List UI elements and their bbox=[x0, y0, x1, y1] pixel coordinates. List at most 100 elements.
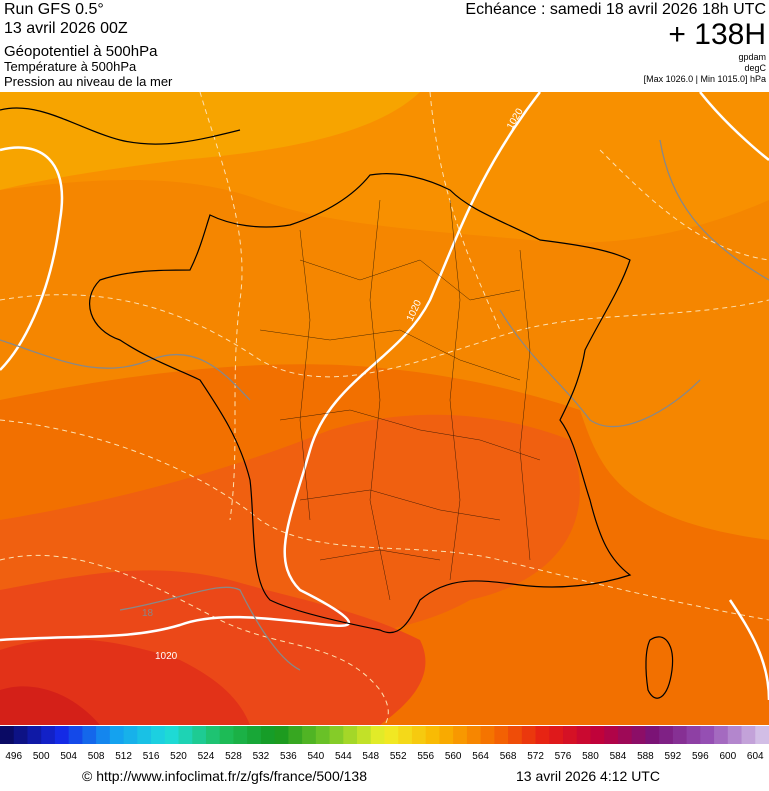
colorbar-label: 504 bbox=[60, 751, 77, 762]
color-swatch bbox=[109, 726, 125, 744]
color-swatch bbox=[219, 726, 234, 744]
forecast-time: Echéance : samedi 18 avril 2026 18h UTC bbox=[465, 1, 766, 18]
color-swatch bbox=[453, 726, 468, 744]
color-swatch bbox=[727, 726, 743, 744]
color-swatch bbox=[714, 726, 729, 744]
color-swatch bbox=[0, 726, 15, 744]
colorbar-label: 552 bbox=[390, 751, 407, 762]
color-swatch bbox=[590, 726, 605, 744]
colorbar-label: 516 bbox=[143, 751, 160, 762]
footer-url: © http://www.infoclimat.fr/z/gfs/france/… bbox=[82, 768, 367, 784]
color-swatch bbox=[480, 726, 495, 744]
color-swatch bbox=[508, 726, 523, 744]
color-swatch bbox=[123, 726, 138, 744]
colorbar-label: 536 bbox=[280, 751, 297, 762]
colorbar-label: 544 bbox=[335, 751, 352, 762]
isobar-label: 1020 bbox=[155, 651, 178, 662]
color-swatch bbox=[370, 726, 385, 744]
color-swatch bbox=[329, 726, 344, 744]
color-swatch bbox=[425, 726, 440, 744]
colorbar-label: 496 bbox=[5, 751, 22, 762]
color-swatch bbox=[13, 726, 28, 744]
field-band bbox=[0, 92, 420, 190]
color-swatch bbox=[645, 726, 660, 744]
color-swatch bbox=[164, 726, 180, 744]
colorbar-label: 576 bbox=[555, 751, 572, 762]
colorbar-label: 588 bbox=[637, 751, 654, 762]
isobars bbox=[0, 92, 769, 701]
temp-title: Température à 500hPa bbox=[4, 59, 137, 74]
color-swatch bbox=[617, 726, 633, 744]
footer-stamp: 13 avril 2026 4:12 UTC bbox=[516, 768, 660, 784]
color-swatch bbox=[41, 726, 56, 744]
color-swatch bbox=[260, 726, 276, 744]
map: 1020 1020 1020 18 bbox=[0, 92, 769, 725]
color-swatch bbox=[439, 726, 454, 744]
color-swatch bbox=[288, 726, 303, 744]
colorbar-label: 500 bbox=[33, 751, 50, 762]
colorbar: 496 500 504 508 512 516 520 524 528 532 536 540 544 5… bbox=[0, 726, 769, 762]
colorbar-label: 584 bbox=[610, 751, 627, 762]
run-date: 13 avril 2026 00Z bbox=[4, 20, 128, 37]
colorbar-label: 520 bbox=[170, 751, 187, 762]
color-swatch bbox=[137, 726, 152, 744]
colorbar-label: 600 bbox=[719, 751, 736, 762]
colorbar-label: 524 bbox=[198, 751, 215, 762]
unit-temp: degC bbox=[744, 63, 766, 73]
colorbar-label: 604 bbox=[747, 751, 764, 762]
colorbar-label: 548 bbox=[362, 751, 379, 762]
field-band bbox=[0, 686, 100, 725]
color-swatch bbox=[686, 726, 701, 744]
color-swatch bbox=[411, 726, 427, 744]
colorbar-label: 556 bbox=[417, 751, 434, 762]
color-swatch bbox=[82, 726, 97, 744]
color-swatch bbox=[151, 726, 166, 744]
color-swatch bbox=[659, 726, 674, 744]
color-swatch bbox=[27, 726, 42, 744]
color-swatch bbox=[233, 726, 248, 744]
color-swatch bbox=[54, 726, 70, 744]
color-swatch bbox=[178, 726, 193, 744]
color-swatch bbox=[315, 726, 331, 744]
isotherms bbox=[0, 92, 769, 725]
color-swatch bbox=[494, 726, 509, 744]
field-title: Géopotentiel à 500hPa bbox=[4, 43, 158, 60]
colorbar-label: 528 bbox=[225, 751, 242, 762]
pressure-range: [Max 1026.0 | Min 1015.0] hPa bbox=[644, 74, 766, 84]
color-swatch bbox=[384, 726, 399, 744]
color-swatch bbox=[302, 726, 317, 744]
color-swatch bbox=[563, 726, 578, 744]
colorbar-label: 564 bbox=[472, 751, 489, 762]
color-swatch bbox=[68, 726, 83, 744]
unit-geo: gpdam bbox=[738, 52, 766, 62]
color-swatch bbox=[96, 726, 111, 744]
colorbar-label: 512 bbox=[115, 751, 132, 762]
colorbar-label: 508 bbox=[88, 751, 105, 762]
colorbar-label: 532 bbox=[253, 751, 270, 762]
color-swatch bbox=[549, 726, 564, 744]
color-swatch bbox=[700, 726, 715, 744]
color-swatch bbox=[672, 726, 688, 744]
color-swatch bbox=[357, 726, 372, 744]
color-swatch bbox=[521, 726, 537, 744]
color-swatch bbox=[755, 726, 769, 744]
color-swatch bbox=[247, 726, 262, 744]
pressure-title: Pression au niveau de la mer bbox=[4, 74, 173, 89]
color-swatch bbox=[192, 726, 207, 744]
colorbar-label: 572 bbox=[527, 751, 544, 762]
color-swatch bbox=[343, 726, 358, 744]
run-title: Run GFS 0.5° bbox=[4, 1, 104, 18]
isotherm-label: 18 bbox=[142, 608, 154, 619]
color-swatch bbox=[205, 726, 221, 744]
color-swatch bbox=[604, 726, 619, 744]
colorbar-label: 540 bbox=[307, 751, 324, 762]
color-swatch bbox=[535, 726, 550, 744]
lead-time: + 138H bbox=[668, 18, 766, 51]
color-swatch bbox=[631, 726, 646, 744]
colorbar-label: 596 bbox=[692, 751, 709, 762]
color-swatch bbox=[398, 726, 413, 744]
color-swatch bbox=[741, 726, 756, 744]
temp-contour bbox=[0, 139, 769, 671]
